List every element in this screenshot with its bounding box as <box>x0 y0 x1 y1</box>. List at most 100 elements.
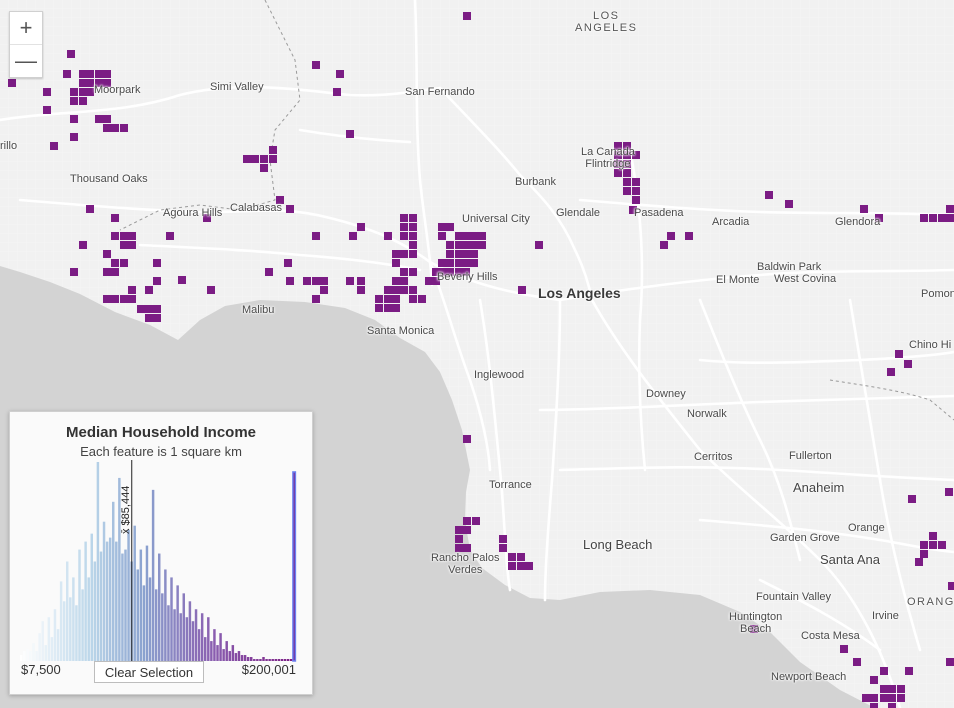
histogram-bar[interactable] <box>145 545 149 661</box>
histogram-chart[interactable] <box>10 412 312 694</box>
histogram-bar[interactable] <box>72 577 75 661</box>
histogram-bar[interactable] <box>66 561 69 662</box>
histogram-bar[interactable] <box>41 621 44 661</box>
histogram-bar[interactable] <box>115 541 118 661</box>
histogram-bar[interactable] <box>234 653 238 661</box>
histogram-bar[interactable] <box>93 561 97 662</box>
histogram-bar[interactable] <box>289 659 293 661</box>
histogram-bar[interactable] <box>56 629 60 661</box>
place-label-la-canada-flintridge: La Canada Flintridge <box>581 146 635 170</box>
histogram-bar[interactable] <box>207 617 210 661</box>
histogram-bar[interactable] <box>102 521 106 661</box>
histogram-bar[interactable] <box>179 613 182 661</box>
histogram-bar[interactable] <box>262 657 265 661</box>
histogram-bar[interactable] <box>118 477 121 661</box>
histogram-bar[interactable] <box>222 649 225 661</box>
histogram-bar[interactable] <box>53 609 57 661</box>
histogram-bar[interactable] <box>105 541 109 661</box>
histogram-bar[interactable] <box>253 659 256 661</box>
histogram-bar[interactable] <box>69 597 72 661</box>
histogram-bar[interactable] <box>87 577 90 661</box>
histogram-bar[interactable] <box>164 569 167 661</box>
histogram-bar[interactable] <box>26 649 29 661</box>
histogram-bar[interactable] <box>170 577 173 661</box>
place-label-garden-grove: Garden Grove <box>770 532 840 544</box>
histogram-bar[interactable] <box>200 613 204 661</box>
zoom-in-button[interactable]: + <box>19 15 33 40</box>
histogram-bar[interactable] <box>154 589 158 661</box>
histogram-bar[interactable] <box>292 471 297 662</box>
clear-selection-button[interactable]: Clear Selection <box>94 661 204 683</box>
histogram-bar[interactable] <box>204 637 207 661</box>
place-label-long-beach: Long Beach <box>583 537 653 552</box>
histogram-bar[interactable] <box>136 569 139 661</box>
histogram-bar[interactable] <box>151 489 155 661</box>
income-square <box>336 70 344 78</box>
histogram-bar[interactable] <box>20 655 23 661</box>
histogram-bar[interactable] <box>47 617 51 661</box>
histogram-bar[interactable] <box>121 553 124 661</box>
histogram-bar[interactable] <box>213 629 216 661</box>
histogram-bar[interactable] <box>265 659 268 661</box>
histogram-bar[interactable] <box>216 645 219 661</box>
histogram-bar[interactable] <box>277 659 281 661</box>
histogram-bar[interactable] <box>259 659 262 661</box>
histogram-bar[interactable] <box>240 655 244 661</box>
histogram-bar[interactable] <box>158 553 161 661</box>
histogram-bar[interactable] <box>139 549 143 661</box>
histogram-bar[interactable] <box>127 529 130 661</box>
histogram-bar[interactable] <box>133 525 136 661</box>
income-square <box>946 205 954 213</box>
histogram-bar[interactable] <box>35 651 38 661</box>
histogram-bar[interactable] <box>112 501 115 661</box>
histogram-bar[interactable] <box>271 659 274 661</box>
histogram-bar[interactable] <box>219 633 222 661</box>
histogram-bar[interactable] <box>161 593 164 661</box>
histogram-bar[interactable] <box>142 585 146 661</box>
histogram-bar[interactable] <box>99 551 103 661</box>
histogram-bar[interactable] <box>231 645 235 661</box>
histogram-bar[interactable] <box>173 609 176 661</box>
histogram-bar[interactable] <box>185 617 189 661</box>
histogram-bar[interactable] <box>59 581 63 661</box>
histogram-bar[interactable] <box>268 659 271 661</box>
histogram-bar[interactable] <box>250 657 253 661</box>
histogram-bar[interactable] <box>124 549 127 661</box>
histogram-bar[interactable] <box>228 651 231 661</box>
histogram-bar[interactable] <box>62 601 66 661</box>
histogram-bar[interactable] <box>283 659 287 661</box>
histogram-bar[interactable] <box>194 609 198 661</box>
histogram-bar[interactable] <box>29 651 32 661</box>
histogram-bar[interactable] <box>78 549 81 661</box>
histogram-bar[interactable] <box>286 659 290 661</box>
zoom-out-button[interactable]: — <box>10 44 42 77</box>
income-square <box>312 277 320 285</box>
histogram-bar[interactable] <box>182 593 185 661</box>
histogram-bar[interactable] <box>38 633 41 661</box>
histogram-bar[interactable] <box>84 541 87 661</box>
histogram-bar[interactable] <box>225 641 228 661</box>
histogram-bar[interactable] <box>44 645 47 661</box>
histogram-bar[interactable] <box>81 589 84 661</box>
histogram-bar[interactable] <box>167 605 170 661</box>
histogram-bar[interactable] <box>50 637 54 661</box>
income-square <box>470 241 478 249</box>
histogram-bar[interactable] <box>188 601 192 661</box>
histogram-bar[interactable] <box>274 659 277 661</box>
histogram-bar[interactable] <box>237 651 241 661</box>
histogram-bar[interactable] <box>75 605 78 661</box>
histogram-bar[interactable] <box>148 577 152 661</box>
histogram-bar[interactable] <box>280 659 284 661</box>
histogram-bar[interactable] <box>32 643 35 661</box>
histogram-bar[interactable] <box>191 621 195 661</box>
histogram-bar[interactable] <box>246 657 250 661</box>
histogram-bar[interactable] <box>210 641 213 661</box>
histogram-bar[interactable] <box>96 462 100 661</box>
histogram-bar[interactable] <box>23 651 26 661</box>
histogram-bar[interactable] <box>256 659 259 661</box>
histogram-bar[interactable] <box>90 533 93 661</box>
histogram-bar[interactable] <box>197 629 201 661</box>
histogram-bar[interactable] <box>243 655 247 661</box>
histogram-bar[interactable] <box>108 537 112 661</box>
histogram-bar[interactable] <box>176 585 179 661</box>
